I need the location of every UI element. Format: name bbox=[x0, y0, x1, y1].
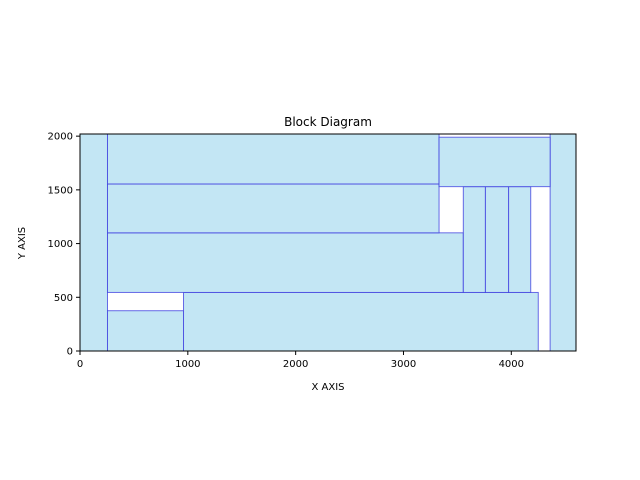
y-tick-label: 2000 bbox=[48, 132, 73, 143]
block-10 bbox=[106, 133, 440, 185]
x-tick-label: 1000 bbox=[175, 359, 200, 370]
x-axis-ticks: 0 1000 2000 3000 4000 bbox=[77, 351, 524, 370]
x-tick-label: 2000 bbox=[283, 359, 308, 370]
blocks-layer bbox=[79, 133, 577, 352]
x-tick-label: 4000 bbox=[499, 359, 524, 370]
block-9 bbox=[106, 183, 440, 234]
y-tick-label: 1500 bbox=[48, 185, 73, 196]
block-6 bbox=[462, 186, 486, 293]
y-tick-label: 0 bbox=[67, 347, 73, 358]
y-tick-label: 500 bbox=[54, 293, 73, 304]
block-3 bbox=[106, 310, 185, 352]
block-4 bbox=[183, 291, 539, 352]
y-axis-label: Y AXIS bbox=[17, 227, 28, 260]
y-tick-label: 1000 bbox=[48, 239, 73, 250]
block-1 bbox=[79, 133, 108, 352]
block-11 bbox=[438, 136, 551, 188]
block-2 bbox=[549, 133, 577, 352]
y-axis-ticks: 0 500 1000 1500 2000 bbox=[48, 132, 80, 358]
plot-frame bbox=[79, 133, 577, 352]
chart-title: Block Diagram bbox=[284, 115, 372, 129]
block-7 bbox=[484, 186, 510, 293]
x-tick-label: 3000 bbox=[391, 359, 416, 370]
x-tick-label: 0 bbox=[77, 359, 83, 370]
block-5 bbox=[106, 232, 464, 293]
block-8 bbox=[508, 186, 532, 293]
x-axis-label: X AXIS bbox=[311, 382, 344, 393]
